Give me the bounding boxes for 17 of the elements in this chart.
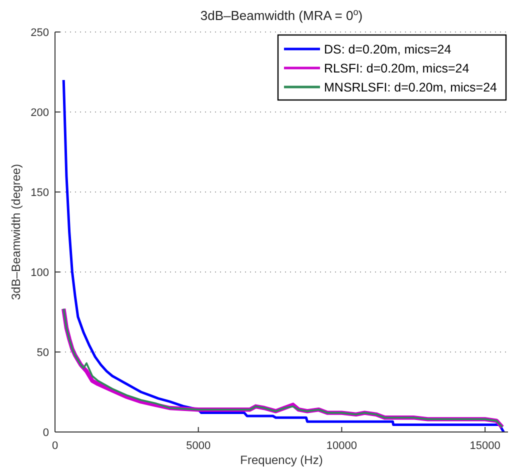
y-tick-label: 50 (36, 346, 49, 359)
x-axis-title: Frequency (Hz) (240, 453, 323, 467)
y-tick-label: 150 (30, 186, 49, 199)
x-tick-label: 0 (52, 440, 58, 452)
x-tick-label: 10000 (326, 440, 358, 452)
y-tick-label: 250 (30, 26, 49, 39)
legend-label: DS: d=0.20m, mics=24 (324, 42, 452, 56)
legend-label: RLSFI: d=0.20m, mics=24 (324, 61, 470, 76)
line-series (62, 78, 505, 434)
legend-label: MNSRLSFI: d=0.20m, mics=24 (324, 80, 498, 94)
x-tick-label: 5000 (186, 440, 211, 452)
y-axis-title: 3dB–Beamwidth (degree) (9, 164, 23, 300)
chart-title: 3dB–Beamwidth (MRA = 0$^{o}$) (200, 7, 363, 23)
y-tick-label: 200 (30, 106, 49, 119)
y-tick-label: 100 (30, 266, 49, 279)
y-tick-label: 0 (42, 426, 49, 439)
x-tick-label: 15000 (470, 440, 500, 452)
